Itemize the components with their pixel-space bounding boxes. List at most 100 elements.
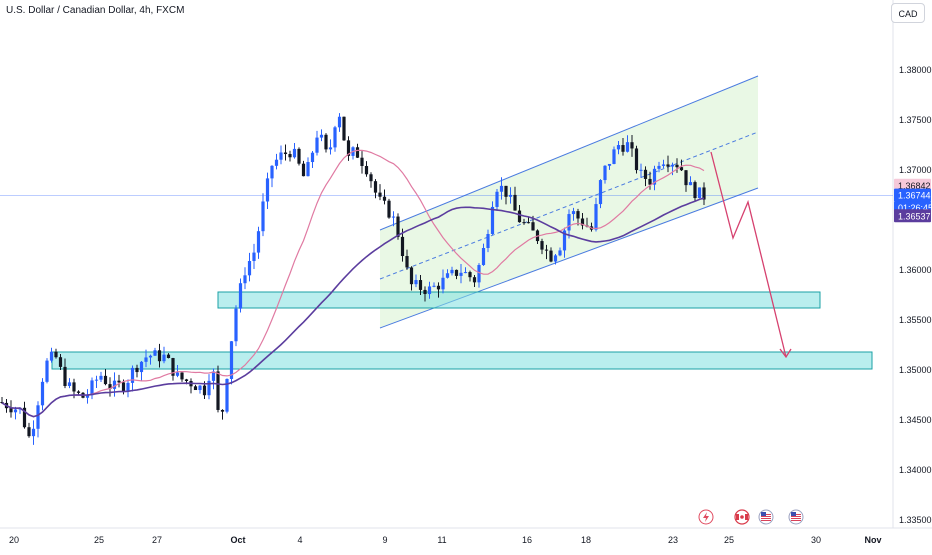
candle-body-145[interactable] [648, 178, 652, 185]
candle-body-77[interactable] [342, 116, 346, 141]
candle-body-121[interactable] [540, 241, 544, 250]
candle-body-62[interactable] [274, 159, 279, 166]
candle-body-29[interactable] [126, 382, 130, 392]
candle-body-136[interactable] [607, 163, 612, 166]
candle-body-143[interactable] [639, 169, 643, 171]
candle-body-152[interactable] [679, 167, 684, 171]
candle-body-110[interactable] [490, 206, 495, 234]
candle-body-115[interactable] [513, 194, 517, 211]
candle-body-8[interactable] [31, 428, 36, 437]
candle-body-45[interactable] [198, 385, 202, 391]
candle-body-13[interactable] [54, 351, 58, 358]
candle-body-146[interactable] [652, 168, 657, 185]
candle-body-37[interactable] [162, 354, 166, 362]
candle-body-32[interactable] [139, 361, 144, 373]
candle-body-21[interactable] [90, 380, 94, 396]
candle-body-99[interactable] [441, 277, 445, 290]
candle-body-17[interactable] [72, 382, 76, 392]
candle-body-90[interactable] [400, 236, 405, 257]
candle-body-66[interactable] [292, 148, 297, 158]
candle-body-123[interactable] [549, 250, 553, 262]
candle-body-38[interactable] [166, 354, 171, 359]
candle-body-14[interactable] [58, 357, 63, 367]
candle-body-83[interactable] [369, 174, 373, 182]
candle-body-130[interactable] [580, 218, 585, 226]
candle-body-52[interactable] [229, 341, 234, 379]
candle-body-71[interactable] [315, 137, 319, 153]
candle-body-59[interactable] [261, 201, 265, 232]
candle-body-49[interactable] [216, 371, 220, 410]
candle-body-20[interactable] [85, 395, 90, 398]
candle-body-137[interactable] [612, 149, 616, 164]
candle-body-111[interactable] [495, 191, 499, 207]
candle-body-100[interactable] [445, 273, 450, 278]
candle-body-101[interactable] [450, 269, 454, 274]
candle-body-28[interactable] [121, 382, 126, 392]
candle-body-154[interactable] [688, 182, 693, 186]
candle-body-103[interactable] [459, 272, 463, 276]
candle-body-105[interactable] [468, 272, 472, 278]
candle-body-26[interactable] [112, 380, 117, 389]
candle-body-72[interactable] [319, 134, 324, 138]
candle-body-44[interactable] [193, 386, 198, 391]
candle-body-138[interactable] [616, 145, 621, 150]
candle-body-61[interactable] [270, 165, 274, 179]
candle-body-112[interactable] [499, 185, 504, 192]
candle-body-157[interactable] [702, 187, 706, 200]
candle-body-81[interactable] [360, 157, 364, 166]
candle-body-155[interactable] [693, 182, 697, 199]
candle-body-141[interactable] [630, 142, 634, 149]
candle-body-129[interactable] [576, 211, 580, 219]
support-zone-1[interactable] [217, 291, 821, 309]
candle-body-78[interactable] [346, 140, 351, 156]
candle-body-149[interactable] [666, 164, 670, 167]
candle-body-11[interactable] [45, 360, 49, 382]
candle-body-87[interactable] [387, 200, 391, 218]
candle-body-1[interactable] [0, 402, 4, 403]
candle-body-70[interactable] [310, 152, 315, 163]
candle-body-84[interactable] [373, 181, 378, 193]
candle-body-147[interactable] [657, 165, 661, 169]
candle-body-35[interactable] [153, 350, 157, 356]
candle-body-60[interactable] [265, 178, 270, 202]
candle-body-107[interactable] [477, 265, 481, 283]
candle-body-139[interactable] [621, 145, 625, 152]
candle-body-151[interactable] [675, 164, 679, 168]
candle-body-118[interactable] [526, 222, 531, 224]
candle-body-89[interactable] [396, 216, 400, 237]
candle-body-93[interactable] [414, 280, 418, 285]
candle-body-127[interactable] [567, 214, 571, 231]
candle-body-46[interactable] [202, 385, 207, 396]
candle-body-23[interactable] [99, 375, 103, 380]
candle-body-140[interactable] [625, 142, 630, 152]
candle-body-73[interactable] [324, 134, 328, 150]
candle-body-63[interactable] [279, 152, 283, 160]
candle-body-54[interactable] [238, 283, 243, 309]
candle-body-148[interactable] [661, 164, 666, 166]
candle-body-51[interactable] [225, 378, 229, 412]
candle-body-36[interactable] [157, 350, 162, 362]
candle-body-57[interactable] [252, 252, 256, 262]
candle-body-106[interactable] [472, 277, 477, 283]
candle-body-114[interactable] [508, 194, 513, 197]
candle-body-42[interactable] [184, 379, 189, 381]
candle-body-7[interactable] [27, 427, 31, 437]
candle-body-97[interactable] [432, 285, 436, 287]
candle-body-68[interactable] [301, 163, 306, 177]
candle-body-122[interactable] [544, 249, 549, 251]
channel-upper-line[interactable] [379, 75, 759, 231]
candle-body-126[interactable] [562, 230, 567, 251]
candle-body-150[interactable] [670, 164, 675, 167]
candle-body-134[interactable] [598, 180, 603, 205]
candle-body-104[interactable] [463, 272, 468, 274]
candle-body-48[interactable] [211, 371, 216, 381]
projection-arrow-line[interactable] [710, 151, 787, 358]
candle-body-22[interactable] [94, 379, 99, 381]
candle-body-40[interactable] [175, 372, 180, 376]
candle-body-125[interactable] [558, 250, 562, 256]
candle-body-10[interactable] [40, 381, 45, 406]
candle-body-108[interactable] [481, 247, 486, 266]
candle-body-86[interactable] [382, 196, 387, 201]
candle-body-56[interactable] [247, 261, 252, 276]
